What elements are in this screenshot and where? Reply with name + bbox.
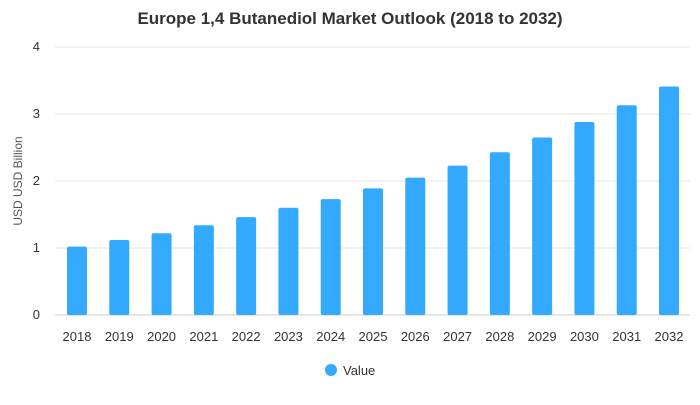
bar-2030[interactable] <box>574 122 595 315</box>
x-tick-label: 2027 <box>443 329 472 344</box>
x-tick-label: 2018 <box>63 329 92 344</box>
y-axis-title: USD USD Billion <box>11 136 25 225</box>
y-tick-label: 4 <box>33 39 40 54</box>
x-tick-label: 2028 <box>485 329 514 344</box>
bar-2032[interactable] <box>659 86 679 315</box>
legend-swatch <box>325 364 337 376</box>
x-axis-ticks: 2018 2019 2020 2021 2022 2023 2024 2025 2026 2027… <box>63 329 684 344</box>
bar-2029[interactable] <box>532 137 553 315</box>
legend[interactable]: Value <box>325 363 375 378</box>
bar-2022[interactable] <box>236 217 257 315</box>
bar-2023[interactable] <box>278 207 299 315</box>
bar-2025[interactable] <box>363 188 383 315</box>
bar-2031[interactable] <box>616 105 637 315</box>
x-tick-label: 2025 <box>359 329 388 344</box>
y-tick-label: 1 <box>33 240 40 255</box>
x-tick-label: 2021 <box>189 329 218 344</box>
x-tick-label: 2031 <box>612 329 641 344</box>
bar-2024[interactable] <box>320 199 341 315</box>
y-axis-ticks: 0 1 2 3 4 <box>33 39 40 322</box>
x-tick-label: 2030 <box>570 329 599 344</box>
bar-2026[interactable] <box>405 177 426 315</box>
bar-2019[interactable] <box>109 239 130 315</box>
legend-label-value: Value <box>343 363 375 378</box>
bar-2021[interactable] <box>193 225 214 315</box>
y-tick-label: 0 <box>33 307 40 322</box>
x-tick-label: 2023 <box>274 329 303 344</box>
x-tick-label: 2019 <box>105 329 134 344</box>
bars <box>67 86 679 315</box>
y-tick-label: 2 <box>33 173 40 188</box>
x-tick-label: 2020 <box>147 329 176 344</box>
chart-title: Europe 1,4 Butanediol Market Outlook (20… <box>137 9 562 28</box>
x-tick-label: 2022 <box>232 329 261 344</box>
x-tick-label: 2024 <box>316 329 345 344</box>
x-tick-label: 2026 <box>401 329 430 344</box>
y-tick-label: 3 <box>33 106 40 121</box>
x-tick-label: 2029 <box>528 329 557 344</box>
bar-2018[interactable] <box>67 246 87 315</box>
bar-2028[interactable] <box>489 152 510 315</box>
bar-2020[interactable] <box>151 233 172 315</box>
bar-2027[interactable] <box>447 165 468 315</box>
x-tick-label: 2032 <box>655 329 684 344</box>
